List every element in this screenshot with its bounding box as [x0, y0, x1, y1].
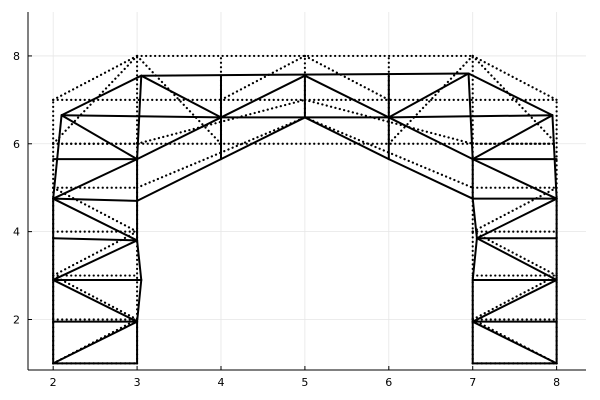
series-solid — [52, 72, 558, 365]
series-solid-segment-8 — [136, 278, 143, 323]
series-solid-segment-36 — [140, 72, 470, 77]
grid-lines — [28, 12, 586, 370]
series-dotted-segment-35 — [52, 274, 139, 321]
y-tick-label-3: 8 — [13, 50, 20, 63]
series-solid-segment-9 — [136, 239, 143, 281]
series-solid-segment-39 — [136, 116, 222, 161]
series-dotted-segment-41 — [471, 186, 558, 233]
series-solid-segment-66 — [471, 158, 558, 200]
series-solid-segment-51 — [140, 74, 222, 119]
series-solid-segment-35 — [387, 114, 554, 119]
series-solid-segment-37 — [60, 74, 143, 117]
series-solid-segment-67 — [471, 114, 554, 161]
x-tick-label-6: 8 — [553, 376, 560, 389]
series-solid-segment-23 — [551, 114, 558, 200]
series-solid-segment-16 — [471, 197, 478, 240]
series-solid-segment-38 — [467, 72, 554, 117]
series-solid-segment-44 — [219, 116, 306, 161]
series-solid-segment-61 — [60, 114, 139, 161]
series-solid-segment-54 — [303, 74, 390, 119]
series-dotted-segment-31 — [219, 54, 307, 101]
series-solid-segment-58 — [52, 239, 139, 281]
series-solid-segment-34 — [60, 114, 222, 119]
series-dotted-segment-24 — [303, 98, 474, 145]
series-solid-segment-45 — [303, 116, 390, 161]
series-solid-segment-60 — [52, 158, 139, 200]
series-solid-segment-57 — [52, 278, 139, 323]
series-solid-segment-62 — [471, 320, 558, 365]
y-tick-label-1: 4 — [13, 226, 20, 239]
x-tick-label-4: 6 — [385, 376, 392, 389]
axes — [27, 12, 586, 371]
series-dotted-segment-37 — [52, 186, 139, 233]
series-solid-segment-52 — [387, 72, 470, 119]
series-solid-segment-28 — [52, 237, 139, 242]
series-solid-segment-43 — [136, 158, 222, 202]
series-dotted-segment-27 — [135, 54, 223, 145]
series-solid-segment-42 — [387, 116, 474, 161]
series-solid-segment-12 — [136, 74, 143, 161]
series-solid-segment-53 — [219, 74, 306, 119]
series-dotted-segment-32 — [303, 54, 390, 101]
tick-labels: 2 3 4 5 6 7 8 2 4 6 8 — [13, 50, 560, 389]
series-dotted-segment-21 — [471, 54, 558, 101]
series-solid-segment-6 — [52, 114, 63, 200]
y-tick-label-2: 6 — [13, 138, 20, 151]
series-solid-segment-30 — [52, 197, 139, 202]
truss-series — [52, 54, 558, 365]
x-tick-label-5: 7 — [469, 376, 476, 389]
x-tick-label-0: 2 — [50, 376, 57, 389]
x-tick-label-3: 5 — [301, 376, 308, 389]
series-solid-segment-56 — [52, 320, 139, 365]
y-tick-label-0: 2 — [13, 313, 20, 326]
series-solid-segment-15 — [471, 237, 478, 281]
series-dotted-segment-20 — [52, 54, 139, 101]
series-solid-segment-59 — [52, 197, 139, 242]
series-solid-segment-63 — [471, 278, 558, 323]
x-tick-label-2: 4 — [217, 376, 224, 389]
x-tick-label-1: 3 — [134, 376, 141, 389]
series-dotted-segment-39 — [471, 274, 558, 321]
series-solid-segment-65 — [475, 197, 558, 240]
series-solid-segment-64 — [475, 237, 558, 281]
series-solid-segment-46 — [387, 158, 474, 200]
series-dotted-segment-23 — [135, 98, 307, 145]
